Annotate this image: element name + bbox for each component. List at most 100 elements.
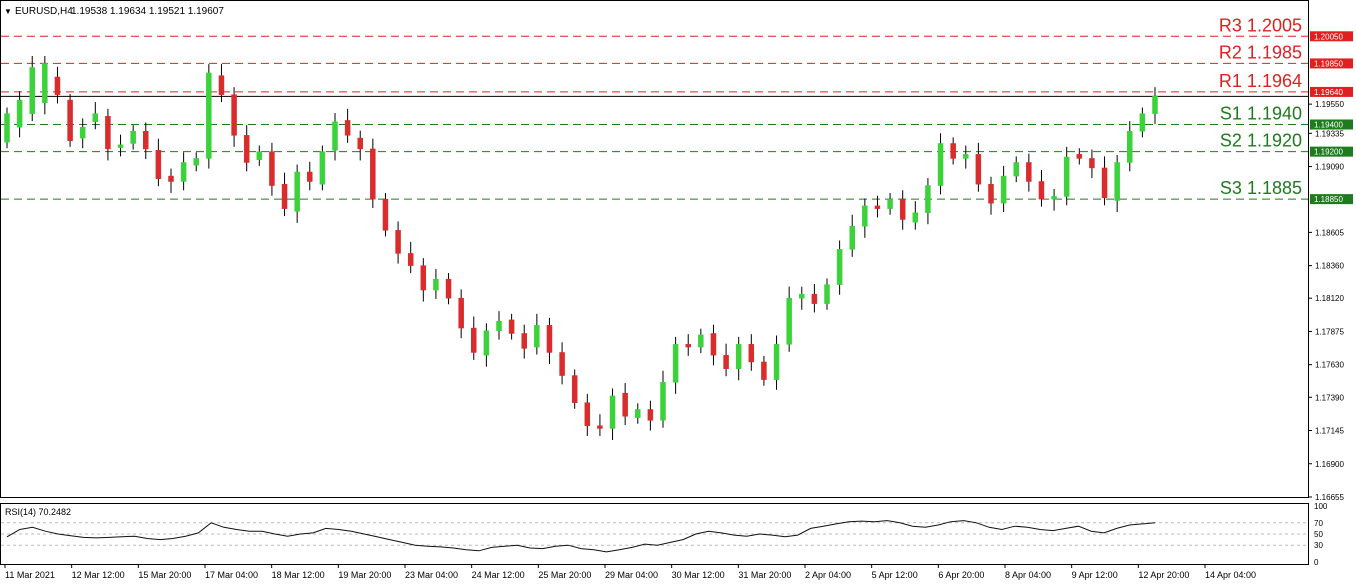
bullish-candle <box>862 205 868 227</box>
r3-price-tag-text: 1.20050 <box>1314 32 1343 41</box>
bullish-candle <box>1000 175 1007 204</box>
bearish-candle <box>597 425 603 429</box>
bearish-candle <box>155 150 162 180</box>
bearish-candle <box>1038 181 1045 200</box>
bullish-candle <box>117 144 124 148</box>
bullish-candle <box>332 121 338 151</box>
bearish-candle <box>370 148 376 200</box>
bullish-candle <box>1114 162 1120 201</box>
s3-price-tag <box>1310 194 1353 205</box>
time-tick-label: 18 Mar 12:00 <box>272 570 325 580</box>
price-tick-label: 1.17390 <box>1315 393 1344 402</box>
bullish-candle <box>496 321 502 332</box>
bearish-candle <box>559 352 565 376</box>
price-tick-label: 1.19335 <box>1315 129 1344 138</box>
bearish-candle <box>281 183 288 209</box>
bearish-candle <box>1101 167 1108 199</box>
bullish-candle <box>609 395 616 429</box>
r1-level-label: R1 1.1964 <box>1219 71 1302 91</box>
bearish-candle <box>395 230 401 254</box>
r1-price-tag <box>1310 86 1353 97</box>
bearish-candle <box>723 354 729 370</box>
bearish-candle <box>269 151 275 186</box>
bullish-candle <box>735 344 742 370</box>
rsi-series: 100 70 50 30 0 <box>1 502 1328 567</box>
r1-price-tag-text: 1.19640 <box>1314 88 1343 97</box>
bearish-candle <box>231 94 237 136</box>
bullish-candle <box>534 325 540 348</box>
time-tick-label: 9 Apr 12:00 <box>1072 570 1118 580</box>
bearish-candle <box>899 198 906 220</box>
r3-price-tag <box>1310 31 1353 42</box>
rsi-tick-label: 100 <box>1314 502 1328 511</box>
bullish-candle <box>836 249 843 285</box>
bullish-candle <box>849 226 855 250</box>
bullish-candle <box>1139 113 1146 132</box>
bearish-candle <box>874 205 881 209</box>
rsi-tick-label: 30 <box>1314 541 1323 550</box>
bullish-candle <box>206 72 212 159</box>
price-tick-label: 1.18605 <box>1315 228 1344 237</box>
time-tick-label: 5 Apr 12:00 <box>872 570 918 580</box>
price-tick-label: 1.17145 <box>1315 427 1344 436</box>
time-tick-label: 24 Mar 12:00 <box>472 570 525 580</box>
bullish-candle <box>824 284 830 304</box>
s2-level-label: S2 1.1920 <box>1220 131 1302 151</box>
bullish-candle <box>887 198 893 209</box>
rsi-tick-label: 50 <box>1314 530 1323 539</box>
price-tick-label: 1.19090 <box>1315 163 1344 172</box>
bearish-candle <box>243 135 250 163</box>
time-tick-label: 30 Mar 12:00 <box>672 570 725 580</box>
bullish-candle <box>963 154 969 159</box>
bullish-candle <box>1127 131 1133 163</box>
bearish-candle <box>407 253 414 266</box>
bearish-candle <box>357 137 363 150</box>
pivot-levels: R3 1.2005 1.20050 R2 1.1985 1.19850 R1 1.196… <box>1 15 1353 205</box>
time-axis: 11 Mar 2021 12 Mar 12:00 15 Mar 20:00 17 Ma… <box>4 564 1256 580</box>
rsi-indicator-label: RSI(14) 70.2482 <box>5 507 71 517</box>
bullish-candle <box>660 382 666 421</box>
time-tick-label: 6 Apr 20:00 <box>938 570 984 580</box>
bearish-candle <box>307 171 313 182</box>
price-tick-label: 1.16655 <box>1315 493 1344 502</box>
bullish-candle <box>193 158 199 166</box>
bullish-candle <box>937 143 944 186</box>
time-tick-label: 15 Mar 20:00 <box>138 570 191 580</box>
bullish-candle <box>1051 196 1057 200</box>
bearish-candle <box>584 402 591 427</box>
bullish-candle <box>698 334 704 348</box>
bullish-candle <box>29 67 35 114</box>
ohlc-values: 1.19538 1.19634 1.19521 1.19607 <box>71 6 224 17</box>
symbol-label: EURUSD,H4 <box>15 6 73 17</box>
bearish-candle <box>1026 162 1032 182</box>
price-tick-label: 1.17875 <box>1315 327 1344 336</box>
bearish-candle <box>420 265 427 291</box>
bearish-candle <box>975 154 982 185</box>
time-tick-label: 14 Apr 04:00 <box>1205 570 1256 580</box>
bearish-candle <box>685 344 691 348</box>
time-tick-label: 8 Apr 04:00 <box>1005 570 1051 580</box>
chart-menu-dropdown-icon[interactable]: ▼ <box>4 7 12 16</box>
s3-level-label: S3 1.1885 <box>1220 178 1302 198</box>
s2-price-tag-text: 1.19200 <box>1314 148 1343 157</box>
time-tick-label: 2 Apr 04:00 <box>805 570 851 580</box>
bearish-candle <box>344 120 351 136</box>
bullish-candle <box>130 131 136 144</box>
time-tick-label: 25 Mar 20:00 <box>538 570 591 580</box>
bearish-candle <box>571 375 578 403</box>
bullish-candle <box>925 185 931 213</box>
main-chart-frame <box>0 0 1309 498</box>
time-tick-label: 31 Mar 20:00 <box>738 570 791 580</box>
bearish-candle <box>445 278 452 299</box>
bearish-candle <box>143 131 149 150</box>
bullish-candle <box>635 409 641 418</box>
bearish-candle <box>546 325 553 353</box>
bearish-candle <box>761 361 767 380</box>
bullish-candle <box>433 278 439 291</box>
bullish-candle <box>799 293 805 299</box>
bearish-candle <box>647 409 654 421</box>
r2-price-tag-text: 1.19850 <box>1314 59 1343 68</box>
candlestick-series <box>4 55 1158 441</box>
price-tick-label: 1.17630 <box>1315 361 1344 370</box>
